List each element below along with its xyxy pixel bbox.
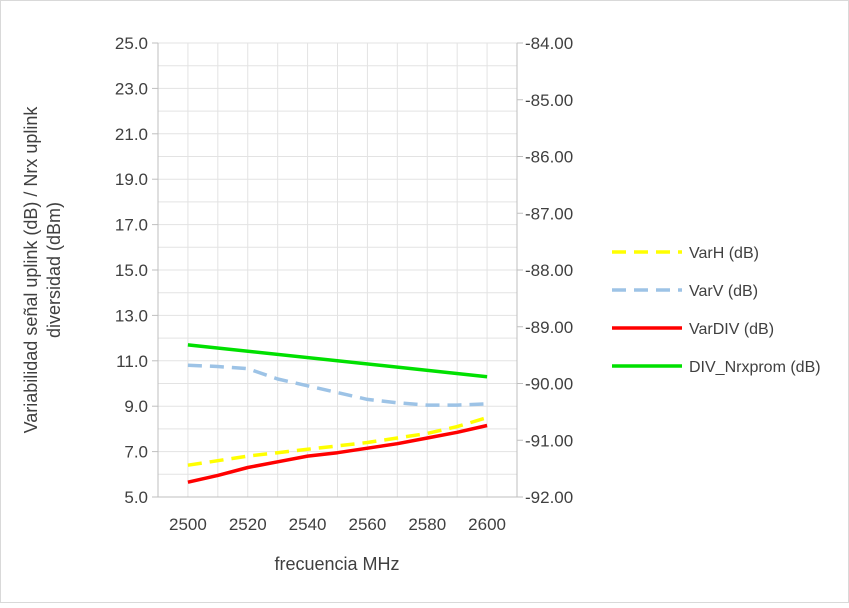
legend: VarH (dB) VarV (dB) VarDIV (dB) DIV_Nrxprom… bbox=[612, 245, 821, 376]
right-y-tick-label: -90.00 bbox=[525, 375, 573, 394]
x-tick-label: 2520 bbox=[229, 515, 267, 534]
series-line-3 bbox=[187, 343, 488, 379]
right-y-tick-label: -91.00 bbox=[525, 431, 573, 450]
gridlines bbox=[157, 42, 518, 498]
x-tick-label: 2540 bbox=[289, 515, 327, 534]
x-axis-label: frecuencia MHz bbox=[274, 554, 399, 574]
left-y-tick-label: 23.0 bbox=[115, 79, 148, 98]
right-y-tick-label: -84.00 bbox=[525, 34, 573, 53]
x-tick-labels: 2500 2520 2540 2560 2580 2600 bbox=[169, 515, 506, 534]
left-y-tick-label: 21.0 bbox=[115, 125, 148, 144]
left-y-tick-label: 9.0 bbox=[124, 397, 148, 416]
right-y-tick-label: -85.00 bbox=[525, 91, 573, 110]
left-y-tick-label: 19.0 bbox=[115, 170, 148, 189]
left-y-tick-label: 5.0 bbox=[124, 488, 148, 507]
left-y-tick-label: 13.0 bbox=[115, 306, 148, 325]
y-axis-label-line-1: Variabilidad señal uplink (dB) / Nrx upl… bbox=[21, 106, 41, 434]
left-y-tick-label: 25.0 bbox=[115, 34, 148, 53]
left-y-tick-labels: 5.0 7.0 9.0 11.0 13.0 15.0 17.0 19.0 21.0 23.0 25.… bbox=[115, 34, 158, 507]
series-line-2 bbox=[187, 423, 488, 484]
series-lines bbox=[187, 343, 488, 484]
left-y-tick-label: 15.0 bbox=[115, 261, 148, 280]
legend-label-2: VarDIV (dB) bbox=[689, 321, 774, 338]
left-y-tick-label: 11.0 bbox=[116, 352, 148, 371]
right-y-tick-labels: -92.00 -91.00 -90.00 -89.00 -88.00 -87.00 -86.… bbox=[517, 34, 573, 507]
x-tick-label: 2600 bbox=[468, 515, 506, 534]
right-y-tick-label: -92.00 bbox=[525, 488, 573, 507]
x-tick-label: 2560 bbox=[349, 515, 387, 534]
right-y-tick-label: -88.00 bbox=[525, 261, 573, 280]
legend-label-3: DIV_Nrxprom (dB) bbox=[689, 359, 821, 376]
series-line-0 bbox=[187, 415, 488, 467]
right-y-tick-label: -86.00 bbox=[525, 148, 573, 167]
y-axis-label-line-2: diversidad (dBm) bbox=[44, 202, 64, 338]
left-y-tick-label: 7.0 bbox=[124, 443, 148, 462]
legend-label-0: VarH (dB) bbox=[689, 245, 759, 262]
left-y-tick-label: 17.0 bbox=[115, 216, 148, 235]
x-tick-label: 2500 bbox=[169, 515, 207, 534]
legend-label-1: VarV (dB) bbox=[689, 283, 758, 300]
x-tick-label: 2580 bbox=[408, 515, 446, 534]
right-y-tick-label: -87.00 bbox=[525, 204, 573, 223]
series-line-1 bbox=[187, 363, 488, 407]
right-y-tick-label: -89.00 bbox=[525, 318, 573, 337]
